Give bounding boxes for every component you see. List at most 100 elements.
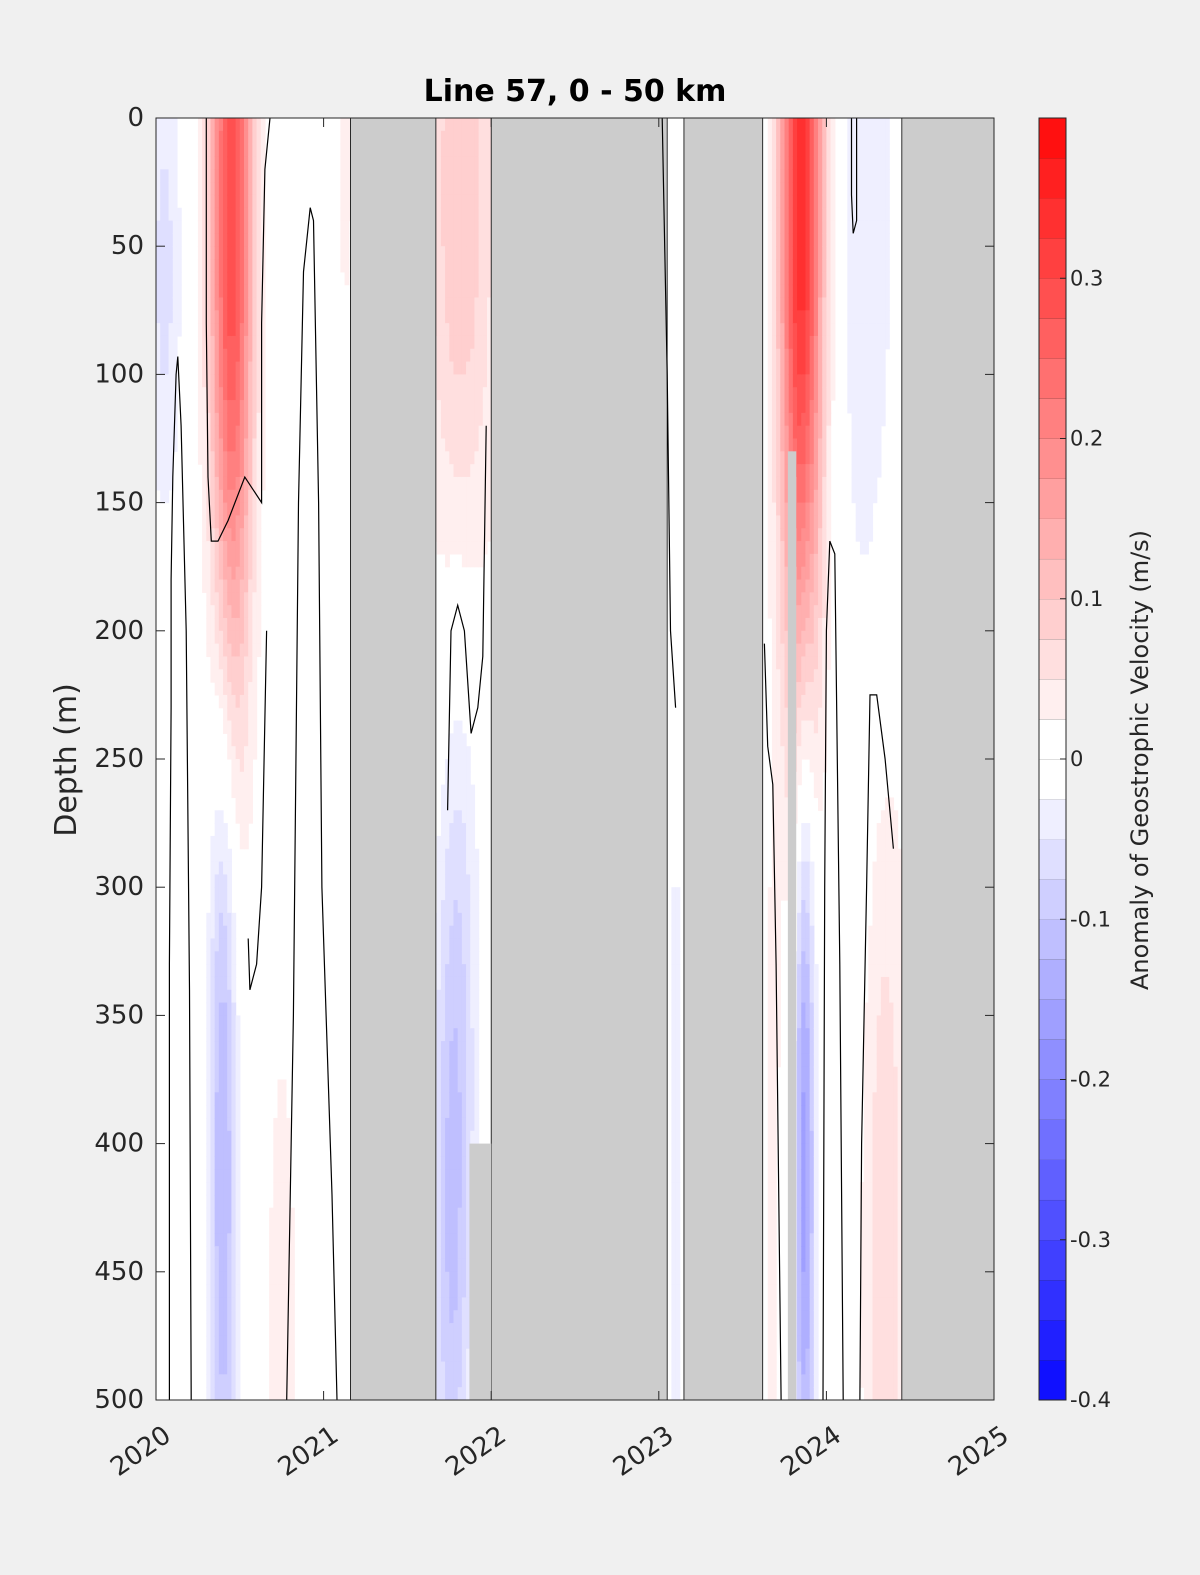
velocity-cell xyxy=(260,400,266,414)
velocity-cell xyxy=(449,964,455,978)
velocity-cell xyxy=(156,310,161,324)
velocity-cell xyxy=(231,553,237,568)
velocity-cell xyxy=(776,1015,781,1029)
velocity-cell xyxy=(239,464,245,478)
velocity-cell xyxy=(445,1271,450,1286)
velocity-cell xyxy=(457,464,463,478)
velocity-cell xyxy=(771,310,777,324)
velocity-cell xyxy=(445,476,450,491)
velocity-cell xyxy=(767,387,773,401)
velocity-cell xyxy=(780,694,786,709)
velocity-cell xyxy=(269,1323,274,1337)
velocity-cell xyxy=(206,425,212,440)
velocity-cell xyxy=(482,335,488,350)
velocity-cell xyxy=(876,425,882,440)
velocity-cell xyxy=(767,1246,773,1260)
velocity-cell xyxy=(805,1361,811,1375)
velocity-cell xyxy=(767,1297,773,1311)
velocity-cell xyxy=(889,1169,895,1183)
velocity-cell xyxy=(784,759,790,773)
velocity-cell xyxy=(218,1092,224,1106)
velocity-cell xyxy=(822,464,827,478)
no-data-period xyxy=(490,118,668,1400)
velocity-cell xyxy=(801,861,807,875)
velocity-cell xyxy=(453,1233,459,1247)
velocity-cell xyxy=(818,220,823,234)
velocity-cell xyxy=(445,1233,450,1247)
velocity-cell xyxy=(771,643,777,658)
velocity-cell xyxy=(239,259,245,273)
velocity-cell xyxy=(160,118,165,132)
velocity-cell xyxy=(868,1041,874,1055)
velocity-cell xyxy=(818,643,823,658)
velocity-cell xyxy=(290,1233,295,1247)
velocity-cell xyxy=(243,746,249,760)
velocity-cell xyxy=(210,425,216,440)
velocity-cell xyxy=(885,912,890,927)
velocity-cell xyxy=(466,1374,471,1388)
velocity-cell xyxy=(864,1092,869,1106)
velocity-cell xyxy=(206,605,212,619)
velocity-cell xyxy=(461,1156,467,1170)
velocity-cell xyxy=(830,246,836,260)
velocity-cell xyxy=(248,233,253,247)
velocity-cell xyxy=(801,259,807,273)
velocity-cell xyxy=(235,528,241,542)
velocity-cell xyxy=(449,1387,455,1400)
velocity-cell xyxy=(461,1143,467,1158)
velocity-cell xyxy=(206,1066,212,1081)
velocity-cell xyxy=(231,194,237,209)
velocity-cell xyxy=(206,528,212,542)
x-tick-label: 2021 xyxy=(273,1420,344,1483)
velocity-cell xyxy=(252,746,258,760)
velocity-cell xyxy=(880,182,886,196)
velocity-cell xyxy=(872,438,878,452)
velocity-cell xyxy=(231,938,237,952)
velocity-cell xyxy=(830,297,836,311)
velocity-cell xyxy=(223,156,228,170)
velocity-cell xyxy=(767,1348,773,1363)
velocity-cell xyxy=(461,1092,467,1106)
velocity-cell xyxy=(206,630,212,645)
velocity-cell xyxy=(801,1002,807,1016)
velocity-cell xyxy=(788,400,794,414)
velocity-cell xyxy=(847,220,853,234)
velocity-cell xyxy=(223,1194,228,1209)
velocity-cell xyxy=(809,900,815,914)
velocity-cell xyxy=(440,1335,446,1350)
velocity-cell xyxy=(478,400,484,414)
velocity-cell xyxy=(818,374,823,388)
velocity-cell xyxy=(885,310,890,324)
velocity-cell xyxy=(885,194,890,209)
colorbar-band xyxy=(1039,438,1066,479)
velocity-cell xyxy=(449,887,455,901)
velocity-cell xyxy=(897,1015,903,1029)
velocity-cell xyxy=(206,387,212,401)
velocity-cell xyxy=(210,323,216,337)
velocity-cell xyxy=(218,156,224,170)
velocity-cell xyxy=(223,925,228,940)
velocity-cell xyxy=(445,1374,450,1388)
velocity-cell xyxy=(872,1028,878,1042)
velocity-cell xyxy=(818,387,823,401)
velocity-cell xyxy=(805,156,811,170)
velocity-cell xyxy=(851,348,857,363)
velocity-cell xyxy=(876,1297,882,1311)
velocity-cell xyxy=(248,682,253,696)
velocity-cell xyxy=(855,361,861,375)
velocity-cell xyxy=(876,451,882,465)
velocity-cell xyxy=(880,335,886,350)
velocity-cell xyxy=(809,1335,815,1350)
velocity-cell xyxy=(826,476,832,491)
velocity-cell xyxy=(210,656,216,670)
velocity-cell xyxy=(453,1143,459,1158)
velocity-cell xyxy=(172,220,178,234)
velocity-cell xyxy=(880,246,886,260)
y-tick-label: 150 xyxy=(94,488,144,518)
velocity-cell xyxy=(880,374,886,388)
velocity-cell xyxy=(780,861,786,875)
velocity-cell xyxy=(235,412,241,427)
velocity-cell xyxy=(223,489,228,504)
velocity-cell xyxy=(847,348,853,363)
velocity-cell xyxy=(440,169,446,183)
